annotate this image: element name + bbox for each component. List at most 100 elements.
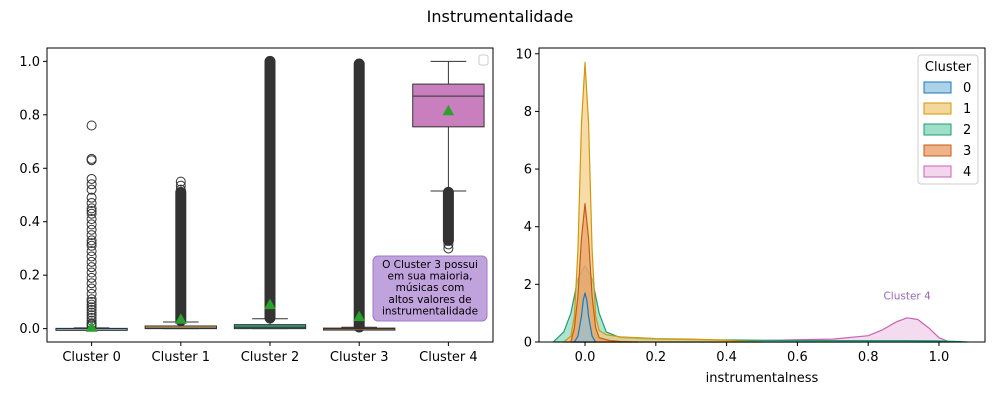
annotation-text: instrumentalidade bbox=[382, 305, 478, 317]
legend-swatch-4 bbox=[923, 165, 952, 178]
mean-marker bbox=[442, 104, 455, 116]
x-tick-label: 1.0 bbox=[929, 350, 950, 365]
mean-marker bbox=[353, 310, 366, 322]
box-body bbox=[144, 325, 217, 330]
x-axis-label: instrumentalness bbox=[706, 371, 819, 386]
outlier-point bbox=[175, 180, 186, 191]
mean-marker bbox=[85, 321, 98, 332]
outlier-point bbox=[86, 206, 97, 217]
y-tick-label: 0.8 bbox=[19, 108, 40, 123]
box-0 bbox=[55, 120, 128, 332]
outlier-point bbox=[86, 224, 97, 235]
annotation-box bbox=[372, 255, 488, 322]
y-tick-label: 0.2 bbox=[19, 269, 40, 284]
outlier-point bbox=[86, 262, 97, 273]
legend-label-3: 3 bbox=[963, 144, 971, 159]
legend-title: Cluster bbox=[925, 60, 972, 75]
outlier-point bbox=[86, 299, 97, 310]
box-1 bbox=[144, 176, 217, 330]
outlier-point bbox=[86, 120, 97, 131]
plot-frame bbox=[538, 47, 986, 343]
box-body bbox=[233, 324, 307, 330]
density-chart: 0.0 0.2 0.4 0.6 0.8 1.00246810instrumentalnes… bbox=[515, 47, 986, 386]
x-tick-label: 0.8 bbox=[858, 350, 879, 365]
x-tick-label: 0.0 bbox=[575, 350, 596, 365]
outlier-point bbox=[86, 184, 97, 195]
outlier-point bbox=[86, 155, 97, 166]
y-tick-label: 2 bbox=[524, 278, 532, 293]
outlier-point bbox=[86, 240, 97, 251]
legend-label-4: 4 bbox=[963, 165, 971, 180]
outlier-point bbox=[86, 208, 97, 219]
outlier-point bbox=[86, 219, 97, 230]
outlier-point bbox=[86, 238, 97, 249]
x-tick-label: Cluster 3 bbox=[330, 350, 389, 365]
legend-label-2: 2 bbox=[963, 123, 971, 138]
x-tick-label: Cluster 1 bbox=[152, 350, 211, 365]
outlier-band bbox=[175, 186, 187, 327]
x-tick-label: 0.4 bbox=[716, 350, 737, 365]
outlier-band bbox=[353, 58, 365, 333]
x-tick-label: 0.2 bbox=[645, 350, 666, 365]
outlier-point bbox=[86, 251, 97, 262]
annotation-text: músicas com bbox=[396, 282, 465, 294]
legend-swatch-0 bbox=[923, 81, 952, 94]
outlier-point bbox=[86, 272, 97, 283]
box-4 bbox=[412, 60, 485, 254]
y-tick-label: 10 bbox=[515, 47, 532, 62]
y-tick-label: 6 bbox=[524, 163, 532, 178]
outlier-point bbox=[86, 307, 97, 318]
boxplot-chart: 0.0 0.2 0.4 0.6 0.8 1.0 Cluster 0 Cluster 1 Clus… bbox=[19, 47, 494, 365]
outlier-point bbox=[86, 203, 97, 214]
outlier-point bbox=[86, 214, 97, 225]
outlier-point bbox=[86, 230, 97, 241]
outlier-point bbox=[443, 239, 454, 250]
outlier-point bbox=[86, 256, 97, 267]
outlier-band bbox=[264, 55, 276, 324]
annotation-text: Cluster 4 bbox=[883, 290, 931, 302]
x-tick-label: Cluster 4 bbox=[419, 350, 478, 365]
outlier-point bbox=[175, 176, 186, 187]
outlier-point bbox=[86, 294, 97, 305]
y-tick-label: 1.0 bbox=[19, 55, 40, 70]
y-tick-label: 0.6 bbox=[19, 162, 40, 177]
mean-marker bbox=[264, 298, 276, 310]
outlier-point bbox=[86, 283, 97, 294]
outlier-band bbox=[442, 186, 454, 246]
outlier-point bbox=[86, 267, 97, 278]
plot-frame bbox=[46, 47, 494, 343]
y-tick-label: 8 bbox=[524, 105, 532, 120]
y-tick-label: 0.4 bbox=[19, 215, 40, 230]
annotation-text: em sua maioria, bbox=[388, 271, 473, 283]
outlier-point bbox=[86, 198, 97, 209]
legend-swatch-2 bbox=[923, 123, 952, 136]
outlier-point bbox=[86, 278, 97, 289]
x-tick-label: 0.6 bbox=[787, 350, 808, 365]
legend-box bbox=[478, 54, 489, 66]
outlier-point bbox=[86, 246, 97, 257]
y-tick-label: 0 bbox=[524, 336, 532, 351]
y-tick-label: 0.0 bbox=[19, 322, 40, 337]
outlier-point bbox=[86, 302, 97, 313]
outlier-point bbox=[86, 173, 97, 184]
annotation-text: O Cluster 3 possui bbox=[382, 259, 478, 271]
outlier-point bbox=[86, 296, 97, 307]
outlier-point bbox=[86, 304, 97, 315]
outlier-point bbox=[86, 192, 97, 203]
outlier-point bbox=[86, 235, 97, 246]
legend-swatch-1 bbox=[923, 102, 952, 115]
outlier-point bbox=[175, 184, 186, 195]
legend-label-0: 0 bbox=[963, 81, 971, 96]
x-tick-label: Cluster 0 bbox=[62, 350, 121, 365]
legend-label-1: 1 bbox=[963, 102, 971, 117]
mean-marker bbox=[174, 313, 187, 324]
annotation-text: altos valores de bbox=[388, 294, 471, 306]
box-2 bbox=[233, 55, 307, 330]
outlier-point bbox=[86, 288, 97, 299]
figure-title: Instrumentalidade bbox=[427, 7, 574, 26]
plot-area bbox=[539, 48, 985, 342]
x-tick-label: Cluster 2 bbox=[241, 350, 300, 365]
box-3 bbox=[323, 58, 396, 333]
y-tick-label: 4 bbox=[524, 220, 532, 235]
